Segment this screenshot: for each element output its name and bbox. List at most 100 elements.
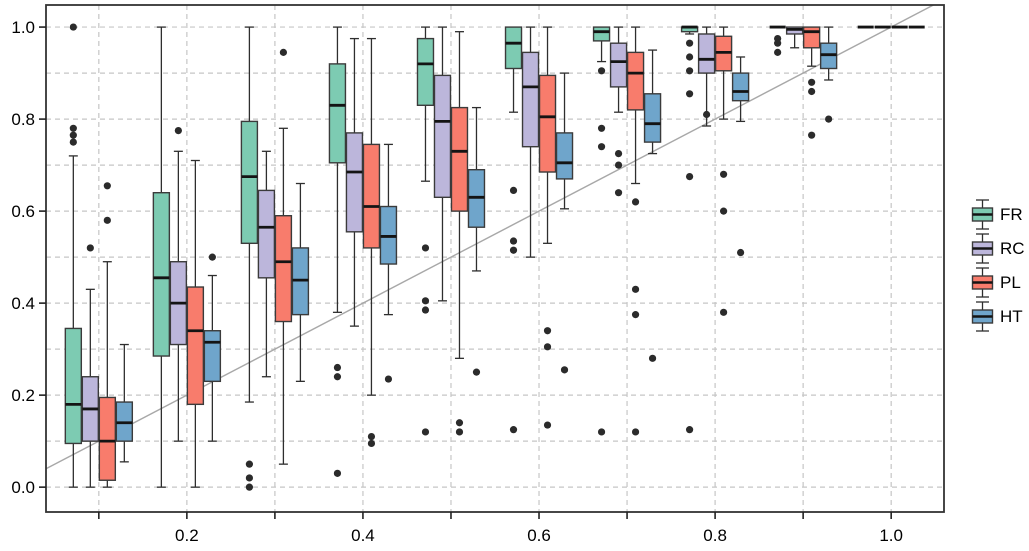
outlier-FR-x0.7 — [597, 124, 606, 132]
outlier-FR-x0.5 — [421, 297, 430, 305]
outlier-PL-x0.7 — [631, 311, 640, 319]
legend-entry-pl: PL — [969, 266, 1025, 299]
y-axis-tick-label: 0.2 — [11, 386, 35, 405]
outlier-PL-x0.1 — [103, 182, 111, 190]
box-HT-x0.7 — [643, 93, 662, 143]
box-RC-x0.7 — [609, 42, 628, 88]
outlier-PL-x0.8 — [719, 170, 728, 178]
box-PL-x0.9 — [802, 26, 821, 49]
legend-entry-fr: FR — [969, 198, 1025, 231]
outlier-FR-x0.4 — [333, 373, 342, 381]
outlier-FR-x0.1 — [69, 138, 77, 146]
outlier-PL-x0.3 — [279, 48, 288, 56]
box-PL-x0.3 — [274, 215, 293, 323]
boxplot-glyph-pl — [971, 267, 994, 298]
outlier-FR-x0.4 — [333, 469, 342, 477]
outlier-HT-x0.7 — [648, 354, 657, 362]
x-axis-tick-label: 1.0 — [879, 526, 903, 545]
box-PL-x0.6 — [538, 74, 557, 173]
outlier-FR-x0.3 — [245, 474, 254, 482]
outlier-PL-x0.4 — [367, 432, 376, 441]
outlier-FR-x0.8 — [685, 67, 694, 75]
outlier-HT-x0.2 — [208, 253, 216, 261]
legend-label-ht: HT — [1000, 307, 1023, 326]
outlier-FR-x0.4 — [333, 363, 342, 372]
outlier-FR-x0.8 — [685, 53, 694, 61]
boxplot-glyph-ht — [971, 301, 994, 332]
outlier-PL-x0.5 — [455, 428, 464, 436]
box-RC-x0.5 — [433, 74, 452, 199]
outlier-PL-x0.9 — [808, 78, 816, 86]
outlier-FR-x0.8 — [685, 426, 694, 434]
box-PL-x0.7 — [626, 51, 645, 111]
box-HT-x0.2 — [203, 330, 222, 383]
outlier-PL-x0.8 — [719, 308, 728, 316]
box-FR-x0.7 — [592, 26, 611, 42]
outlier-PL-x0.7 — [631, 428, 640, 436]
outlier-FR-x0.3 — [245, 460, 254, 468]
box-FR-x0.2 — [152, 192, 171, 357]
box-FR-x0.4 — [328, 63, 347, 164]
outlier-PL-x0.6 — [543, 421, 552, 429]
box-PL-x0.1 — [98, 396, 117, 481]
outlier-RC-x0.1 — [86, 244, 94, 252]
outlier-PL-x0.9 — [808, 131, 816, 139]
box-RC-x0.3 — [257, 189, 276, 279]
outlier-HT-x0.6 — [560, 366, 569, 374]
outlier-FR-x0.8 — [685, 39, 694, 47]
box-PL-x0.4 — [362, 143, 381, 249]
chart-legend: FR RC PL HT — [969, 198, 1025, 333]
outlier-PL-x0.6 — [543, 327, 552, 335]
outlier-FR-x0.3 — [245, 483, 254, 491]
outlier-PL-x0.5 — [455, 419, 464, 427]
outlier-FR-x0.7 — [597, 143, 606, 151]
box-RC-x0.4 — [345, 132, 364, 233]
outlier-FR-x0.6 — [509, 237, 518, 245]
outlier-FR-x0.9 — [774, 48, 782, 56]
x-axis-tick-label: 0.4 — [351, 526, 375, 545]
legend-entry-ht: HT — [969, 300, 1025, 333]
y-axis-tick-label: 0.8 — [11, 110, 35, 129]
outlier-FR-x0.5 — [421, 428, 430, 436]
outlier-PL-x0.9 — [808, 87, 816, 96]
box-RC-x0.8 — [697, 33, 716, 74]
outlier-FR-x0.5 — [421, 244, 430, 252]
outlier-PL-x0.6 — [543, 343, 552, 351]
outlier-FR-x0.6 — [509, 246, 518, 254]
y-axis-tick-label: 0.6 — [11, 202, 35, 221]
outlier-PL-x0.8 — [719, 207, 728, 215]
outlier-RC-x0.2 — [174, 126, 182, 135]
outlier-RC-x0.7 — [614, 189, 623, 197]
outlier-PL-x0.7 — [631, 198, 640, 206]
outlier-FR-x0.1 — [69, 131, 77, 139]
outlier-FR-x0.5 — [421, 306, 430, 314]
x-axis-tick-label: 0.8 — [703, 526, 727, 545]
outlier-RC-x0.7 — [614, 150, 623, 158]
outlier-FR-x0.7 — [597, 428, 606, 436]
x-axis-tick-label: 0.6 — [527, 526, 551, 545]
outlier-HT-x0.4 — [384, 375, 393, 383]
box-PL-x0.5 — [450, 106, 469, 212]
outlier-HT-x0.8 — [736, 248, 745, 257]
outlier-FR-x0.9 — [774, 39, 782, 47]
x-axis-tick-label: 0.2 — [175, 526, 199, 545]
legend-label-fr: FR — [1000, 205, 1023, 224]
outlier-PL-x0.7 — [631, 285, 640, 293]
box-PL-x0.2 — [186, 286, 205, 406]
y-axis-tick-label: 1.0 — [11, 18, 35, 37]
outlier-RC-x0.7 — [614, 161, 623, 169]
outlier-FR-x0.1 — [69, 23, 77, 31]
outlier-HT-x0.5 — [472, 368, 481, 376]
box-FR-x0.6 — [504, 26, 523, 70]
outlier-FR-x0.8 — [685, 90, 694, 98]
box-FR-x0.1 — [64, 327, 83, 445]
box-FR-x0.5 — [416, 37, 435, 106]
boxplot-glyph-fr — [971, 199, 994, 230]
y-axis-tick-label: 0.4 — [11, 294, 35, 313]
box-HT-x0.8 — [731, 72, 750, 102]
outlier-FR-x0.8 — [685, 173, 694, 181]
y-axis-tick-label: 0.0 — [11, 478, 35, 497]
outlier-PL-x0.4 — [367, 439, 376, 448]
boxplot-glyph-rc — [971, 233, 994, 264]
